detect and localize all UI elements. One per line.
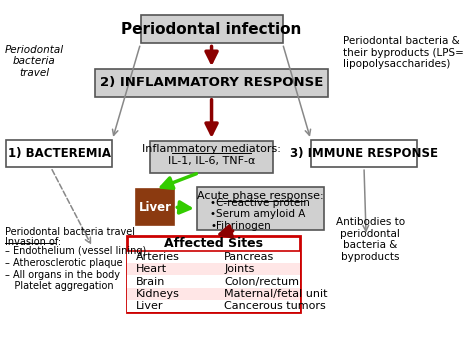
Text: 2) INFLAMMATORY RESPONSE: 2) INFLAMMATORY RESPONSE — [100, 76, 323, 89]
FancyBboxPatch shape — [6, 140, 112, 167]
Text: IL-1, IL-6, TNF-α: IL-1, IL-6, TNF-α — [168, 156, 255, 166]
Text: Pancreas: Pancreas — [224, 252, 274, 262]
Text: Acute phase response:: Acute phase response: — [197, 191, 324, 201]
Text: Kidneys: Kidneys — [136, 289, 180, 299]
FancyBboxPatch shape — [127, 275, 301, 288]
Text: Inflammatory mediators:: Inflammatory mediators: — [142, 144, 281, 154]
FancyBboxPatch shape — [136, 189, 174, 225]
FancyBboxPatch shape — [197, 187, 324, 230]
Text: Heart: Heart — [136, 265, 167, 274]
Text: Affected Sites: Affected Sites — [164, 237, 263, 250]
FancyBboxPatch shape — [127, 236, 301, 312]
Text: 3) IMMUNE RESPONSE: 3) IMMUNE RESPONSE — [290, 147, 438, 160]
Text: Maternal/fetal unit: Maternal/fetal unit — [224, 289, 328, 299]
FancyBboxPatch shape — [127, 263, 301, 275]
Text: Periodontal bacteria &
their byproducts (LPS=
lipopolysaccharides): Periodontal bacteria & their byproducts … — [343, 36, 464, 69]
Text: Periodontal
bacteria
travel: Periodontal bacteria travel — [4, 44, 64, 78]
Text: Invasion of:: Invasion of: — [5, 237, 61, 247]
Text: Antibodies to
periodontal
bacteria &
byproducts: Antibodies to periodontal bacteria & byp… — [336, 217, 405, 262]
FancyBboxPatch shape — [127, 288, 301, 300]
Text: Joints: Joints — [224, 265, 255, 274]
FancyBboxPatch shape — [150, 141, 273, 173]
FancyBboxPatch shape — [127, 251, 301, 263]
Text: Periodontal infection: Periodontal infection — [121, 22, 302, 37]
Text: •C-reactive protein
•Serum amyloid A
•Fibrinogen: •C-reactive protein •Serum amyloid A •Fi… — [210, 197, 310, 231]
Text: Arteries: Arteries — [136, 252, 180, 262]
FancyBboxPatch shape — [311, 140, 417, 167]
FancyBboxPatch shape — [95, 69, 328, 97]
Text: – Endothelium (vessel lining)
– Atherosclerotic plaque
– All organs in the body
: – Endothelium (vessel lining) – Atherosc… — [5, 246, 146, 291]
Text: Cancerous tumors: Cancerous tumors — [224, 301, 326, 311]
Text: Brain: Brain — [136, 277, 165, 286]
Text: Periodontal bacteria travel: Periodontal bacteria travel — [5, 227, 135, 237]
Text: 1) BACTEREMIA: 1) BACTEREMIA — [8, 147, 110, 160]
FancyBboxPatch shape — [141, 15, 283, 43]
Text: Liver: Liver — [136, 301, 164, 311]
Text: Colon/rectum: Colon/rectum — [224, 277, 299, 286]
Text: Liver: Liver — [139, 201, 172, 214]
FancyBboxPatch shape — [127, 300, 301, 312]
